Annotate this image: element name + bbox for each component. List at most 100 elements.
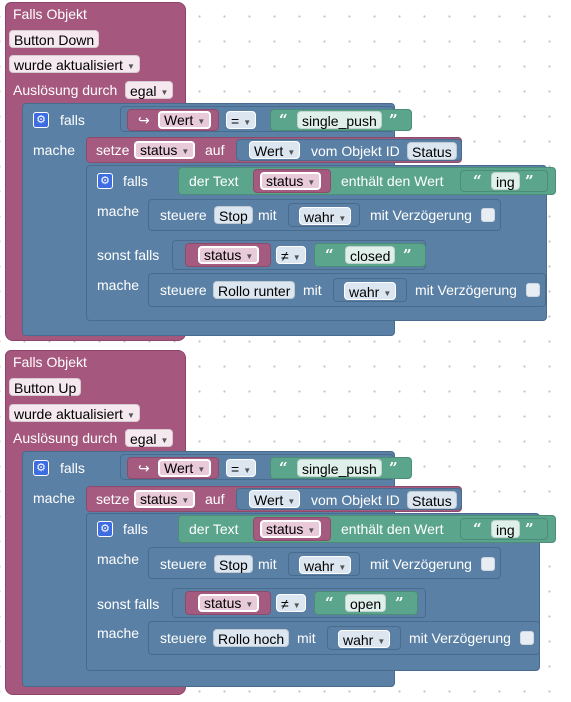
text-literal-field[interactable]: single_push — [297, 459, 382, 477]
gear-icon[interactable]: ⚙ — [33, 112, 49, 128]
operator-value: = — [231, 461, 240, 477]
bool-dropdown[interactable]: wahr ▼ — [299, 556, 352, 574]
control-label: steuere — [160, 630, 207, 646]
operator-dropdown[interactable]: = ▼ — [226, 459, 257, 477]
gear-icon[interactable]: ⚙ — [97, 173, 113, 189]
arrow-icon: ↪ — [138, 112, 150, 128]
delay-checkbox[interactable] — [520, 631, 534, 645]
text-literal-field[interactable]: single_push — [297, 111, 382, 129]
caret-down-icon: ▼ — [181, 496, 190, 505]
trigger-source-dropdown[interactable]: egal ▼ — [125, 81, 174, 99]
wert-dropdown[interactable]: Wert ▼ — [158, 459, 212, 477]
text-literal-block[interactable]: “ single_push ” — [270, 457, 412, 479]
elseif-label: sonst falls — [97, 247, 160, 263]
wert-value: Wert — [164, 112, 194, 128]
quote-icon: “ — [473, 520, 482, 538]
set-var-dropdown[interactable]: status ▼ — [134, 141, 196, 159]
elseif-var-block[interactable]: status ▼ — [185, 591, 271, 615]
elseif-literal-field[interactable]: open — [345, 594, 387, 612]
delay-label: mit Verzögerung — [415, 282, 517, 298]
object-id-field[interactable]: Button Up — [9, 378, 82, 396]
delay-label: mit Verzögerung — [370, 556, 472, 572]
text-var-block[interactable]: status ▼ — [253, 517, 331, 541]
quote-icon: “ — [279, 459, 288, 477]
set-var-dropdown[interactable]: status ▼ — [134, 490, 196, 508]
do-label: mache — [33, 490, 76, 506]
elseif-var-dropdown[interactable]: status ▼ — [198, 594, 260, 612]
contains-literal-field[interactable]: ing — [491, 172, 520, 190]
caret-down-icon: ▼ — [243, 466, 252, 475]
inner-if-label: falls — [123, 521, 148, 537]
property-value: Wert — [254, 492, 284, 508]
bool-block[interactable]: wahr ▼ — [288, 552, 360, 576]
gear-icon[interactable]: ⚙ — [97, 521, 113, 537]
get-property-block[interactable]: Wert ▼ vom Objekt ID Status — [236, 139, 462, 161]
caret-down-icon: ▼ — [245, 600, 254, 609]
elseif-literal-field[interactable]: closed — [345, 246, 396, 264]
trigger-mode-dropdown[interactable]: wurde aktualisiert ▼ — [9, 404, 140, 422]
event-label: Falls Objekt — [13, 6, 87, 22]
bool-block[interactable]: wahr ▼ — [327, 626, 401, 650]
gear-icon[interactable]: ⚙ — [33, 460, 49, 476]
from-object-label: vom Objekt ID — [311, 143, 400, 159]
operator-dropdown[interactable]: = ▼ — [226, 111, 257, 129]
set-var-value: status — [140, 491, 178, 507]
text-label: der Text — [189, 521, 239, 537]
contains-literal-block[interactable]: “ ing ” — [460, 518, 548, 540]
quote-icon: ” — [403, 246, 412, 264]
with-label: mit — [303, 282, 322, 298]
bool-value: wahr — [343, 632, 374, 648]
from-object-label: vom Objekt ID — [311, 492, 400, 508]
caret-down-icon: ▼ — [181, 147, 190, 156]
elseif-var-block[interactable]: status ▼ — [185, 243, 271, 267]
caret-down-icon: ▼ — [126, 62, 135, 71]
control-object-field[interactable]: Rollo runter — [213, 281, 296, 299]
trigger-mode-dropdown[interactable]: wurde aktualisiert ▼ — [9, 55, 140, 73]
wert-dropdown[interactable]: Wert ▼ — [158, 111, 212, 129]
trigger-label: Auslösung durch — [13, 82, 118, 98]
property-dropdown[interactable]: Wert ▼ — [249, 141, 301, 159]
bool-dropdown[interactable]: wahr ▼ — [299, 207, 352, 225]
trigger-source-dropdown[interactable]: egal ▼ — [125, 429, 174, 447]
get-property-block[interactable]: Wert ▼ vom Objekt ID Status — [236, 488, 462, 510]
elseif-operator-dropdown[interactable]: ≠ ▼ — [276, 246, 306, 264]
wert-variable-block[interactable]: ↪ Wert ▼ — [127, 109, 219, 131]
caret-down-icon: ▼ — [307, 526, 316, 535]
elseif-operator-dropdown[interactable]: ≠ ▼ — [276, 594, 306, 612]
wert-variable-block[interactable]: ↪ Wert ▼ — [127, 457, 219, 479]
bool-dropdown[interactable]: wahr ▼ — [338, 630, 391, 648]
text-var-block[interactable]: status ▼ — [253, 169, 331, 193]
text-label: der Text — [189, 173, 239, 189]
caret-down-icon: ▼ — [287, 148, 296, 157]
property-dropdown[interactable]: Wert ▼ — [249, 490, 301, 508]
caret-down-icon: ▼ — [338, 563, 347, 572]
text-var-dropdown[interactable]: status ▼ — [260, 172, 322, 190]
bool-block[interactable]: wahr ▼ — [288, 203, 360, 227]
delay-checkbox[interactable] — [481, 208, 495, 222]
bool-block[interactable]: wahr ▼ — [333, 278, 407, 302]
with-label: mit — [258, 556, 277, 572]
control-object-field[interactable]: Stop — [214, 555, 253, 573]
control-object-field[interactable]: Stop — [214, 206, 253, 224]
object-id-field[interactable]: Status — [407, 142, 457, 160]
text-literal-block[interactable]: “ single_push ” — [270, 109, 412, 131]
elseif-var-dropdown[interactable]: status ▼ — [198, 246, 260, 264]
bool-dropdown[interactable]: wahr ▼ — [344, 282, 397, 300]
elseif-literal-block[interactable]: “ open ” — [314, 591, 418, 615]
do-label: mache — [33, 142, 76, 158]
contains-literal-field[interactable]: ing — [491, 520, 520, 538]
control-object-field[interactable]: Rollo hoch — [213, 629, 290, 647]
contains-literal-block[interactable]: “ ing ” — [460, 170, 548, 192]
caret-down-icon: ▼ — [160, 88, 169, 97]
elseif-literal-block[interactable]: “ closed ” — [314, 243, 426, 267]
text-var-dropdown[interactable]: status ▼ — [260, 520, 322, 538]
set-var-value: status — [140, 142, 178, 158]
object-id-field[interactable]: Status — [407, 491, 457, 509]
operator-value: = — [231, 113, 240, 129]
object-id-field[interactable]: Button Down — [9, 30, 100, 48]
delay-checkbox[interactable] — [526, 283, 540, 297]
inner-do-label: mache — [97, 551, 140, 567]
delay-checkbox[interactable] — [481, 557, 495, 571]
set-label: setze — [96, 142, 130, 158]
property-value: Wert — [254, 143, 284, 159]
